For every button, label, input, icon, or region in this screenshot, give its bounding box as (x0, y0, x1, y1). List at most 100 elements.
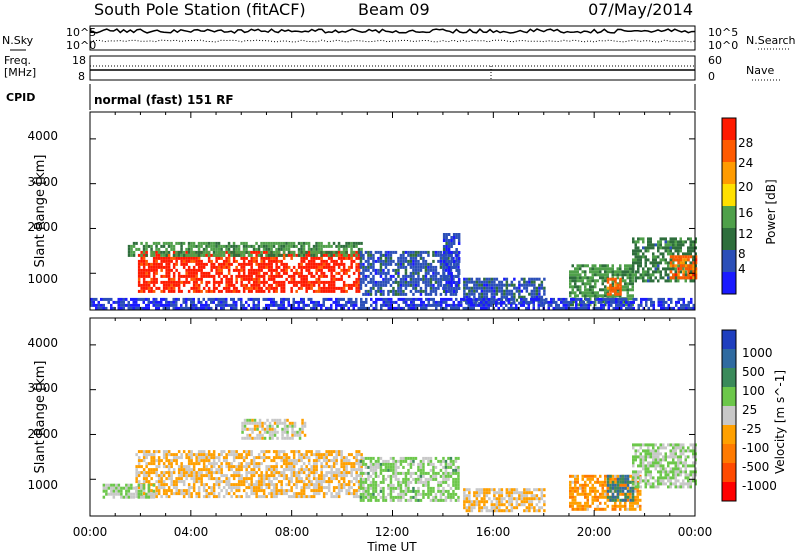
power-cell-region-9 (613, 301, 616, 304)
power-cell-region-9 (608, 304, 611, 307)
power-cell-region-9 (385, 301, 388, 304)
velocity-cell-region-0 (230, 474, 233, 477)
power-cell-region-8 (682, 255, 685, 258)
power-cell-region-0 (153, 278, 156, 281)
power-cell-region-0 (308, 269, 311, 272)
power-cell-region-9 (435, 307, 438, 310)
power-cell-region-0 (248, 287, 251, 290)
power-cell-region-2 (395, 293, 398, 296)
power-cell-region-2 (367, 281, 370, 284)
power-cell-region-0 (263, 281, 266, 284)
power-cell-region-0 (265, 287, 268, 290)
power-cell-region-9 (223, 304, 226, 307)
power-cell-region-7 (690, 240, 693, 243)
velocity-cell-region-0 (263, 492, 266, 495)
power-cell-region-5 (609, 270, 612, 273)
power-cell-region-1 (243, 248, 246, 251)
power-cell-region-9 (170, 301, 173, 304)
power-cell-region-4 (483, 278, 486, 281)
velocity-cell-region-2 (397, 493, 400, 496)
velocity-cell-region-2 (367, 466, 370, 469)
velocity-cell-region-1 (269, 422, 272, 425)
power-cell-region-2 (402, 275, 405, 278)
power-cell-region-4 (538, 287, 541, 290)
velocity-cell-region-0 (238, 465, 241, 468)
power-cell-region-4 (508, 290, 511, 293)
velocity-cell-region-0 (315, 483, 318, 486)
power-cell-region-9 (528, 301, 531, 304)
power-cell-region-0 (333, 275, 336, 278)
power-cell-region-2 (392, 287, 395, 290)
velocity-cell-region-0 (228, 483, 231, 486)
power-cell-region-2 (415, 278, 418, 281)
power-cell-region-0 (138, 260, 141, 263)
power-cell-region-0 (323, 266, 326, 269)
velocity-cell-region-2 (430, 493, 433, 496)
velocity-cell-region-2 (360, 496, 363, 499)
power-cell-region-9 (155, 298, 158, 301)
power-cell-region-1 (285, 242, 288, 245)
velocity-cell-region-2 (370, 475, 373, 478)
power-cell-region-9 (325, 298, 328, 301)
power-cell-region-9 (690, 298, 693, 301)
power-cell-region-5 (629, 297, 632, 300)
power-cell-region-3 (453, 242, 456, 245)
power-cell-region-0 (218, 257, 221, 260)
power-cell-region-1 (320, 248, 323, 251)
power-cell-region-2 (370, 287, 373, 290)
power-cell-region-0 (168, 257, 171, 260)
power-cell-region-3 (458, 269, 461, 272)
power-cell-region-0 (173, 272, 176, 275)
velocity-cell-region-0 (233, 486, 236, 489)
velocity-cell-region-0 (220, 468, 223, 471)
power-cell-region-9 (380, 298, 383, 301)
velocity-cell-region-0 (345, 474, 348, 477)
power-cell-region-1 (190, 242, 193, 245)
power-cell-region-0 (165, 275, 168, 278)
velocity-cell-region-0 (343, 474, 346, 477)
velocity-cell-region-3 (511, 497, 513, 500)
power-cell-region-7 (662, 237, 665, 240)
velocity-cell-region-0 (310, 453, 313, 456)
power-cell-region-6 (609, 284, 612, 287)
power-cell-region-0 (330, 290, 333, 293)
power-cell-region-1 (145, 254, 148, 257)
power-cell-region-1 (205, 245, 208, 248)
power-cell-region-1 (303, 251, 306, 254)
velocity-cell-region-3 (463, 491, 466, 494)
power-cell-region-7 (652, 261, 655, 264)
power-cell-region-1 (165, 248, 168, 251)
velocity-cell-region-0 (250, 462, 253, 465)
velocity-cell-region-0 (338, 468, 341, 471)
power-cell-region-0 (345, 269, 348, 272)
power-cell-region-9 (173, 304, 176, 307)
velocity-cell-region-0 (188, 492, 191, 495)
power-cell-region-7 (680, 243, 683, 246)
power-cell-region-3 (458, 287, 461, 290)
power-cell-region-2 (385, 266, 388, 269)
power-cell-region-1 (300, 254, 303, 257)
power-cell-region-4 (486, 290, 489, 293)
power-cell-region-9 (120, 301, 123, 304)
power-cell-region-0 (193, 290, 196, 293)
power-cell-region-0 (293, 278, 296, 281)
power-cell-region-9 (158, 307, 161, 310)
power-cell-region-1 (213, 251, 216, 254)
power-cell-region-0 (295, 281, 298, 284)
power-cell-region-2 (392, 275, 395, 278)
power-cell-region-9 (480, 304, 483, 307)
power-cell-region-5 (584, 288, 587, 291)
power-cell-region-0 (305, 287, 308, 290)
power-cell-region-9 (575, 304, 578, 307)
velocity-cell-region-0 (343, 459, 346, 462)
velocity-cell-region-0 (288, 477, 291, 480)
velocity-cell-region-0 (135, 471, 138, 474)
velocity-cell-region-0 (343, 477, 346, 480)
power-cell-region-0 (345, 272, 348, 275)
velocity-cell-region-2 (377, 460, 380, 463)
power-cell-region-0 (270, 263, 273, 266)
velocity-cell-region-0 (320, 489, 323, 492)
power-cell-region-9 (420, 298, 423, 301)
power-cell-region-2 (430, 293, 433, 296)
velocity-cell-region-3 (501, 497, 504, 500)
